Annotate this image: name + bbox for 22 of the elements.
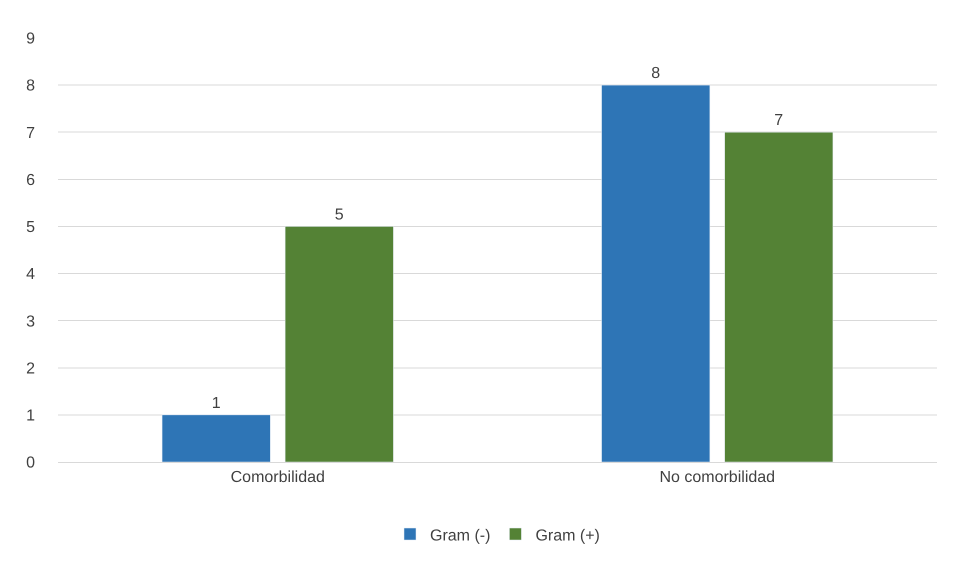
y-tick-label: 9: [26, 30, 36, 48]
y-tick-label: 4: [26, 266, 36, 284]
y-tick-label: 5: [26, 219, 36, 236]
y-tick-label: 1: [26, 407, 36, 424]
legend-label: Gram (-): [430, 527, 490, 544]
y-tick-label: 8: [26, 78, 36, 95]
x-tick-label: No comorbilidad: [659, 469, 776, 486]
y-tick-label: 2: [26, 360, 36, 378]
bar: [724, 132, 834, 462]
y-tick-label: 6: [26, 172, 36, 189]
bar: [162, 414, 271, 462]
x-tick-label: Comorbilidad: [230, 469, 325, 486]
data-label: 7: [774, 112, 784, 130]
data-label: 1: [212, 394, 221, 412]
data-label: 8: [651, 65, 660, 82]
bar: [601, 84, 710, 462]
y-tick-label: 7: [26, 124, 36, 142]
bar: [284, 226, 394, 462]
y-tick-label: 3: [26, 313, 36, 330]
legend-label: Gram (+): [535, 527, 600, 544]
data-label: 5: [334, 206, 344, 224]
y-tick-label: 0: [26, 454, 36, 472]
